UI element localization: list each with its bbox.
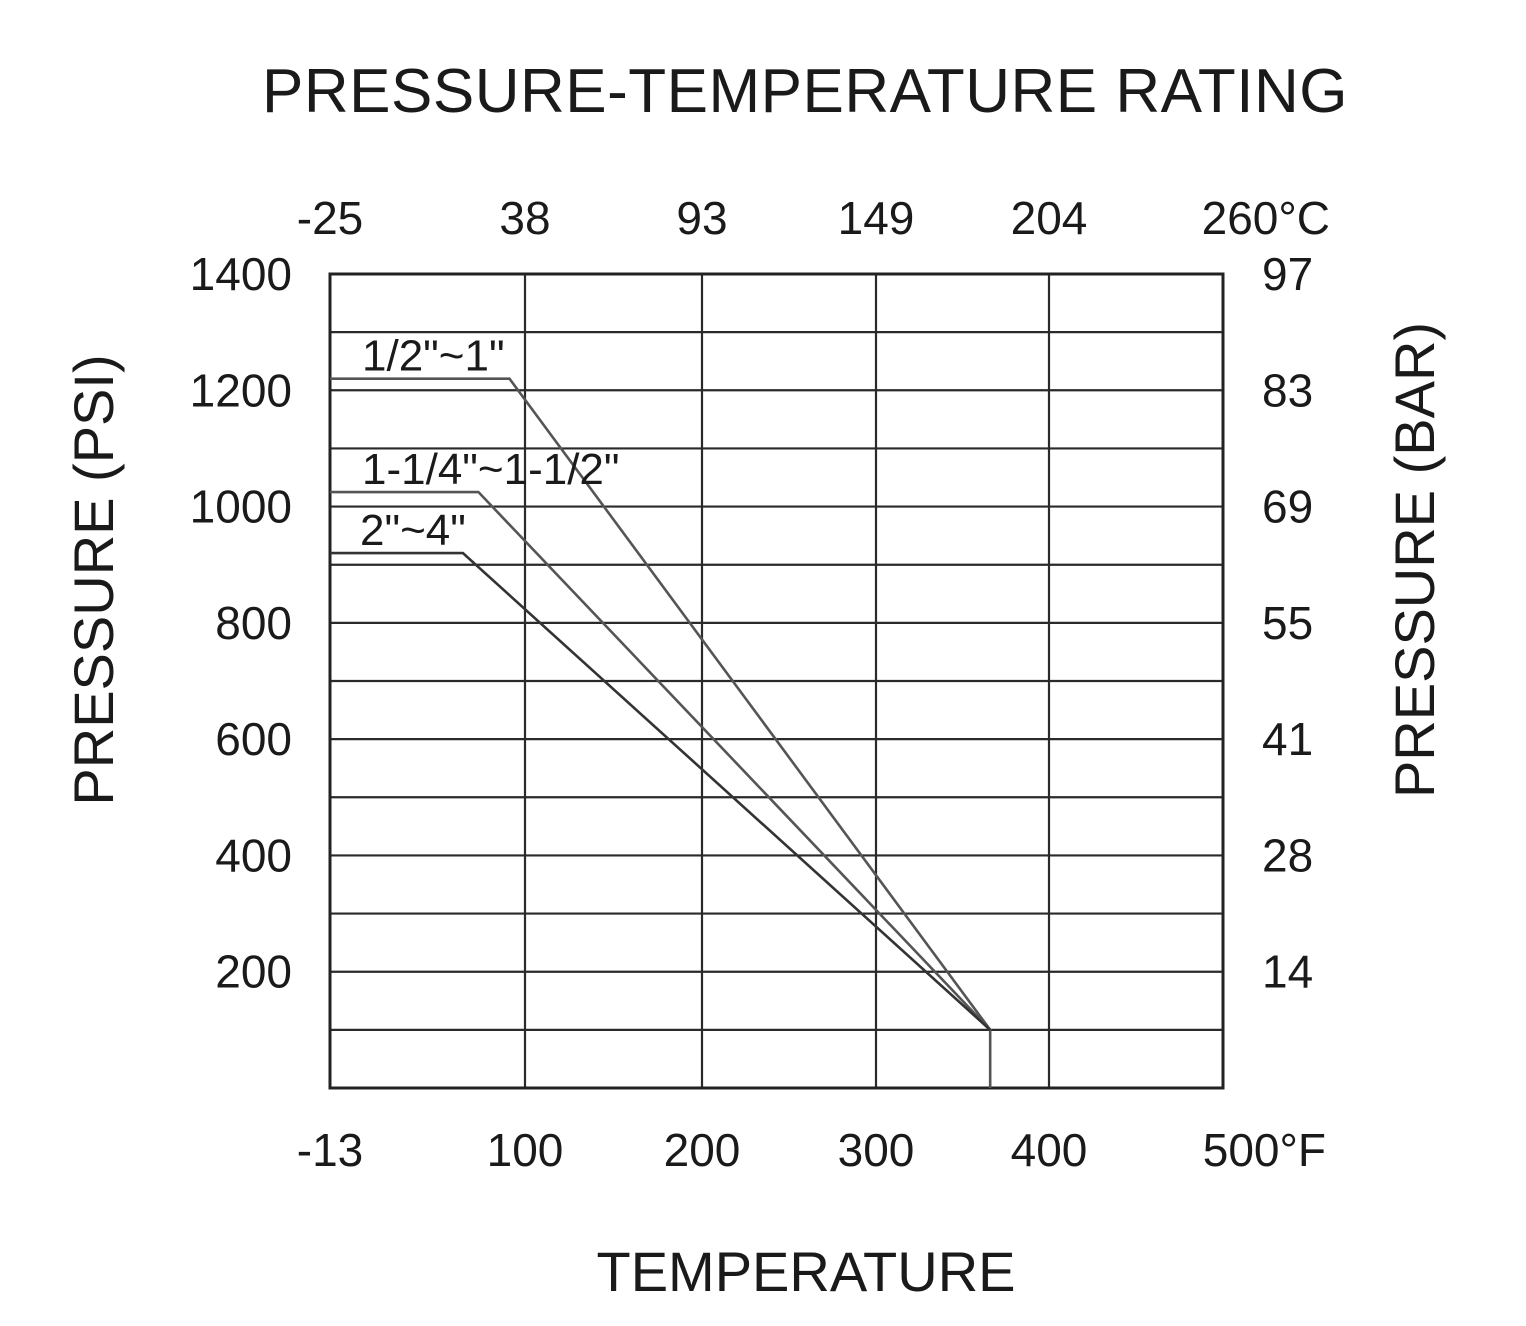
x-tick-label-bottom: 400 <box>1011 1124 1088 1176</box>
y-tick-label-left: 1000 <box>190 481 292 533</box>
y-tick-label-left: 200 <box>215 946 292 998</box>
series-lines <box>330 377 992 1088</box>
x-tick-label-top: 38 <box>499 192 550 244</box>
y-tick-label-left: 800 <box>215 597 292 649</box>
y-tick-label-right: 41 <box>1262 713 1313 765</box>
y-tick-label-right: 83 <box>1262 364 1313 416</box>
series-label-1: 1/2"~1" <box>362 332 505 381</box>
y-tick-label-right: 69 <box>1262 481 1313 533</box>
y-tick-label-left: 1400 <box>190 248 292 300</box>
grid <box>328 272 1225 1090</box>
x-tick-label-top: 149 <box>838 192 915 244</box>
series-labels: 1/2"~1" 1-1/4"~1-1/2" 2"~4" <box>360 332 620 555</box>
series-line-2 <box>330 490 992 1031</box>
y-tick-label-left: 600 <box>215 713 292 765</box>
x-tick-label-bottom: 300 <box>838 1124 915 1176</box>
plot-frame <box>328 272 1225 1090</box>
y-tick-label-right: 55 <box>1262 597 1313 649</box>
x-axis-title: TEMPERATURE <box>597 1240 1016 1303</box>
series-label-2: 1-1/4"~1-1/2" <box>362 445 620 494</box>
y-tick-label-left: 1200 <box>190 364 292 416</box>
x-tick-label-top: 204 <box>1011 192 1088 244</box>
x-tick-label-bottom: 100 <box>487 1124 564 1176</box>
tick-labels: -13 100 200 300 400 500°F -25 38 93 149 204 260°C 20… <box>190 192 1330 1176</box>
x-tick-label-top: -25 <box>297 192 363 244</box>
x-tick-label-top: 93 <box>676 192 727 244</box>
series-line-3 <box>330 551 992 1031</box>
y-tick-label-left: 400 <box>215 829 292 881</box>
x-tick-label-bottom: -13 <box>297 1124 363 1176</box>
x-tick-label-bottom: 200 <box>664 1124 741 1176</box>
y-axis-title-right: PRESSURE (BAR) <box>1383 322 1446 798</box>
x-tick-label-bottom: 500°F <box>1203 1124 1326 1176</box>
chart-title: PRESSURE-TEMPERATURE RATING <box>262 57 1348 126</box>
series-label-3: 2"~4" <box>360 506 466 555</box>
y-tick-label-right: 14 <box>1262 946 1313 998</box>
y-tick-label-right: 97 <box>1262 248 1313 300</box>
y-axis-title-left: PRESSURE (PSI) <box>62 354 125 805</box>
x-tick-label-top: 260°C <box>1202 192 1330 244</box>
y-tick-label-right: 28 <box>1262 829 1313 881</box>
series-line-1 <box>330 377 992 1088</box>
